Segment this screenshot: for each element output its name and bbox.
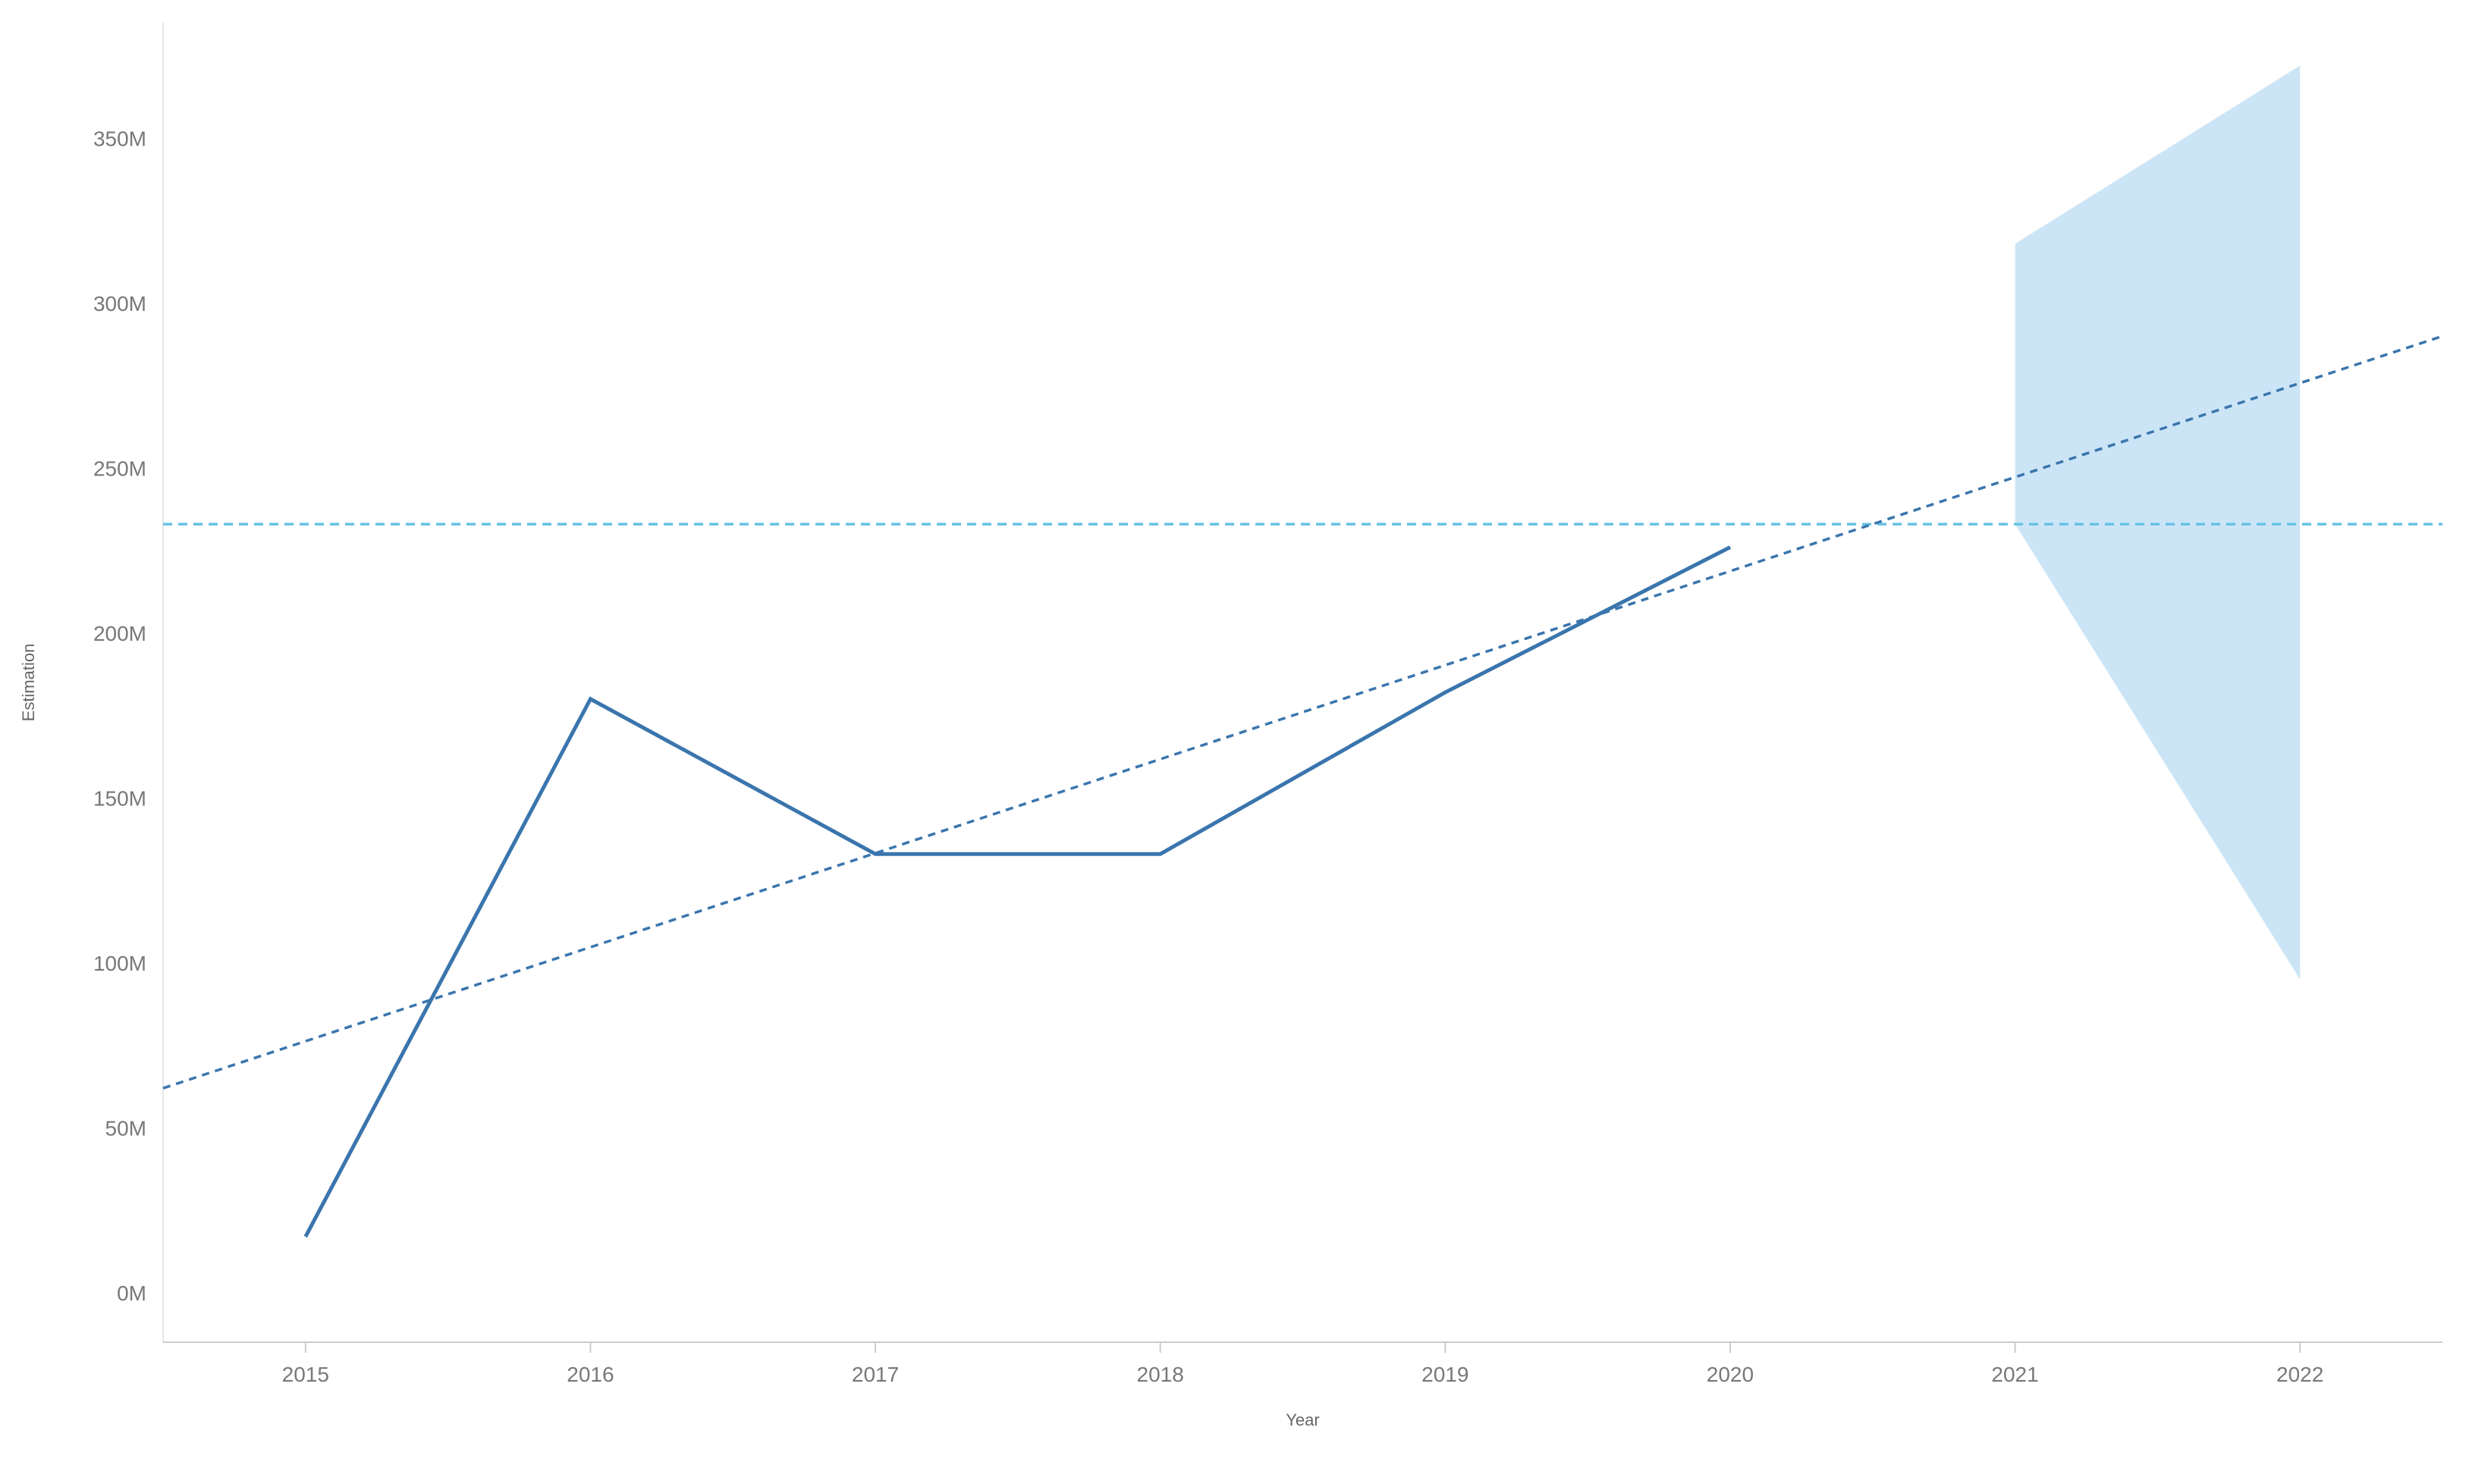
- chart-svg: 2015 2016 2017 2018 2019 2020 2021 2022 Year 0M 50…: [0, 0, 2469, 1484]
- x-tick-label: 2020: [1707, 1363, 1754, 1386]
- x-tick-label: 2015: [282, 1363, 329, 1386]
- estimation-chart: 2015 2016 2017 2018 2019 2020 2021 2022 Year 0M 50…: [0, 0, 2469, 1484]
- y-tick-label: 350M: [93, 127, 146, 150]
- x-axis-title: Year: [1286, 1410, 1319, 1429]
- x-tick-label: 2016: [567, 1363, 614, 1386]
- y-axis-title: Estimation: [19, 644, 38, 722]
- y-tick-label: 300M: [93, 292, 146, 315]
- x-tick-label: 2017: [852, 1363, 899, 1386]
- y-tick-label: 100M: [93, 952, 146, 975]
- x-tick-label: 2021: [1991, 1363, 2038, 1386]
- x-tick-label: 2019: [1421, 1363, 1469, 1386]
- y-tick-label: 0M: [117, 1282, 146, 1305]
- x-tick-label: 2018: [1137, 1363, 1184, 1386]
- x-tick-label: 2022: [2276, 1363, 2323, 1386]
- y-tick-label: 50M: [105, 1116, 146, 1140]
- y-tick-label: 200M: [93, 622, 146, 645]
- y-tick-label: 250M: [93, 456, 146, 480]
- y-tick-label: 150M: [93, 786, 146, 810]
